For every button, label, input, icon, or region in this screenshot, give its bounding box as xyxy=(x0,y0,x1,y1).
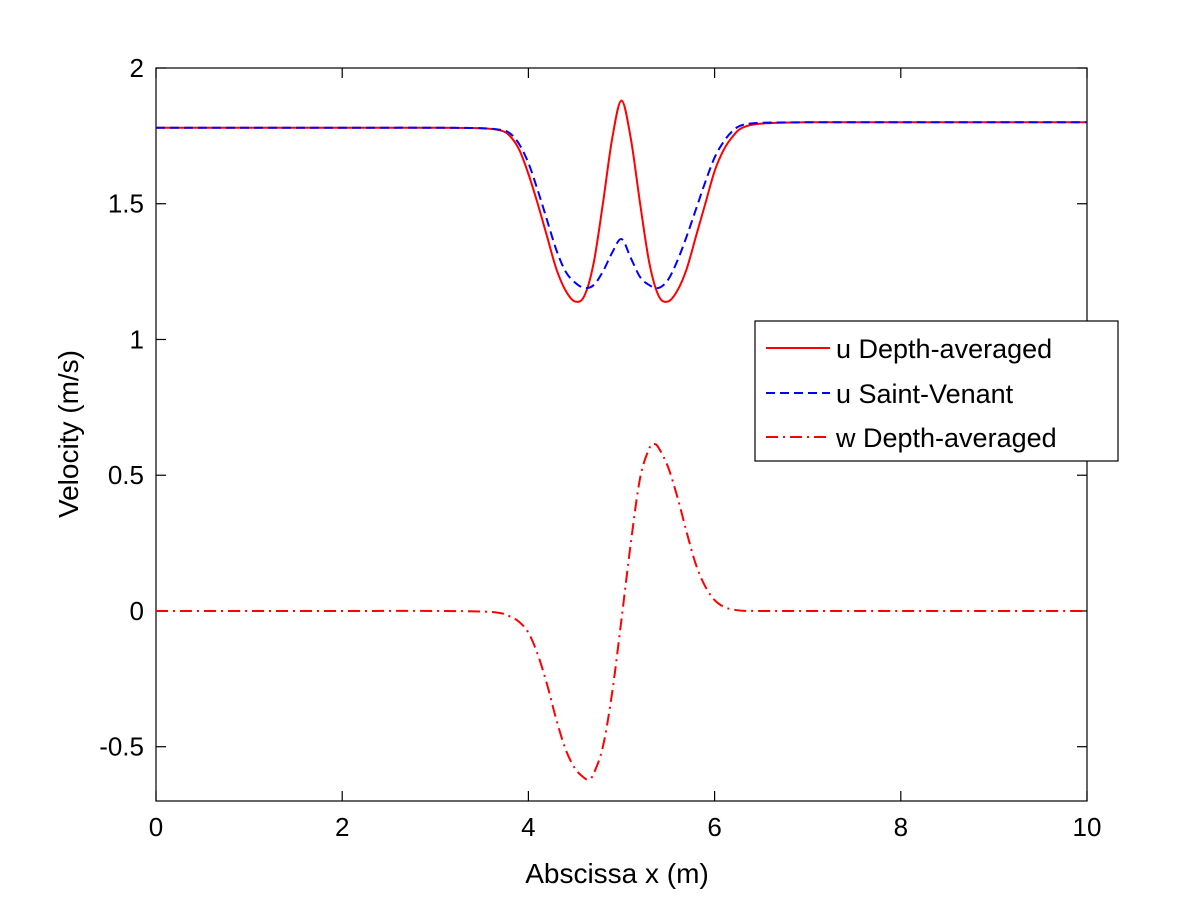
y-axis-label: Velocity (m/s) xyxy=(53,350,84,518)
legend-entry-3: w Depth-averaged xyxy=(835,423,1057,453)
x-tick-label: 0 xyxy=(149,812,163,842)
series-layer xyxy=(155,99,1087,781)
x-tick-label: 8 xyxy=(894,812,908,842)
x-tick-label: 10 xyxy=(1073,812,1102,842)
y-tick-label: 1 xyxy=(130,324,144,354)
y-tick-label: 0 xyxy=(130,596,144,626)
axis-ticks: 0 2 4 6 8 10 -0.5 0 0.5 1 1.5 2 xyxy=(99,53,1101,842)
series-line-3 xyxy=(155,442,1087,781)
y-tick-label: 1.5 xyxy=(108,189,144,219)
legend-entry-1: u Depth-averaged xyxy=(836,334,1052,364)
x-tick-label: 6 xyxy=(707,812,721,842)
legend: u Depth-averaged u Saint-Venant w Depth-av… xyxy=(754,320,1119,462)
y-tick-label: 2 xyxy=(130,53,144,83)
x-tick-label: 2 xyxy=(335,812,349,842)
x-axis-label: Abscissa x (m) xyxy=(525,858,709,889)
legend-entry-2: u Saint-Venant xyxy=(836,379,1014,409)
x-tick-label: 4 xyxy=(521,812,535,842)
y-tick-label: -0.5 xyxy=(99,732,144,762)
series-line-1 xyxy=(156,99,1087,303)
series-line-2 xyxy=(156,121,1087,290)
y-tick-label: 0.5 xyxy=(108,460,144,490)
